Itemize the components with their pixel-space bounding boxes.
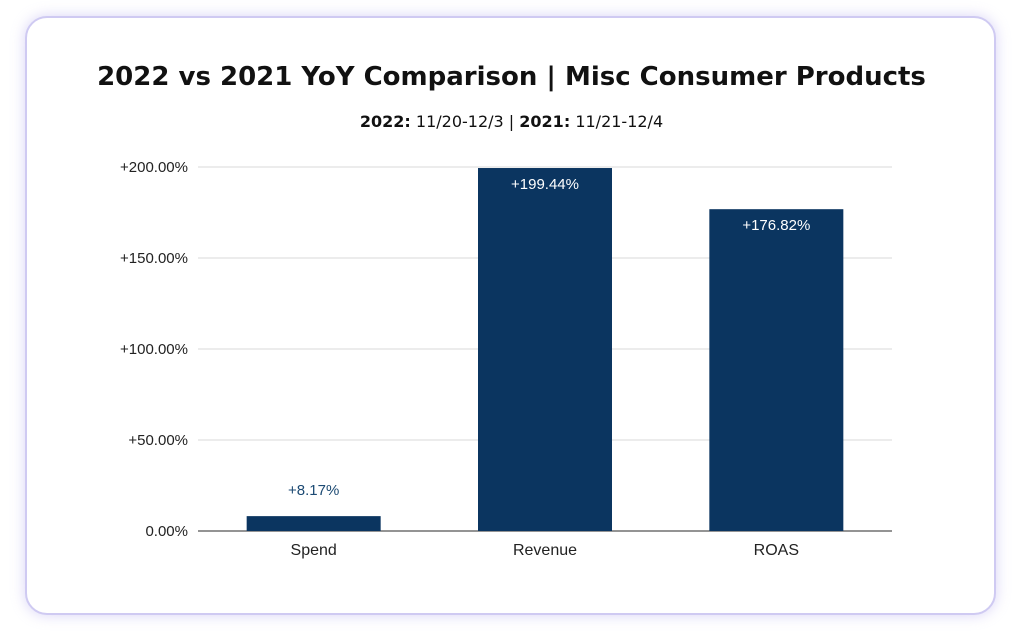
y-tick-label: +50.00% — [128, 432, 188, 449]
x-tick-label: Spend — [291, 542, 337, 559]
data-label: +199.44% — [511, 176, 579, 193]
y-tick-label: 0.00% — [145, 523, 188, 540]
subtitle-separator: | — [508, 112, 515, 131]
subtitle-year-2022: 2022: — [359, 112, 411, 131]
y-tick-label: +100.00% — [120, 341, 188, 358]
x-tick-label: Revenue — [513, 542, 577, 559]
y-tick-label: +150.00% — [120, 250, 188, 267]
subtitle-range-2022: 11/20-12/3 — [415, 112, 504, 131]
chart-title: 2022 vs 2021 YoY Comparison | Misc Consu… — [97, 62, 926, 92]
subtitle-range-2021: 11/21-12/4 — [575, 112, 664, 131]
chart-subtitle: 2022: 11/20-12/3 | 2021: 11/21-12/4 — [0, 112, 1023, 131]
subtitle-year-2021: 2021: — [519, 112, 571, 131]
bar-roas — [709, 209, 844, 531]
data-label: +176.82% — [742, 217, 810, 234]
x-tick-label: ROAS — [754, 542, 799, 559]
y-tick-label: +200.00% — [120, 159, 188, 176]
bar-revenue — [478, 168, 612, 531]
data-label: +8.17% — [288, 482, 339, 499]
bar-spend — [246, 516, 381, 531]
